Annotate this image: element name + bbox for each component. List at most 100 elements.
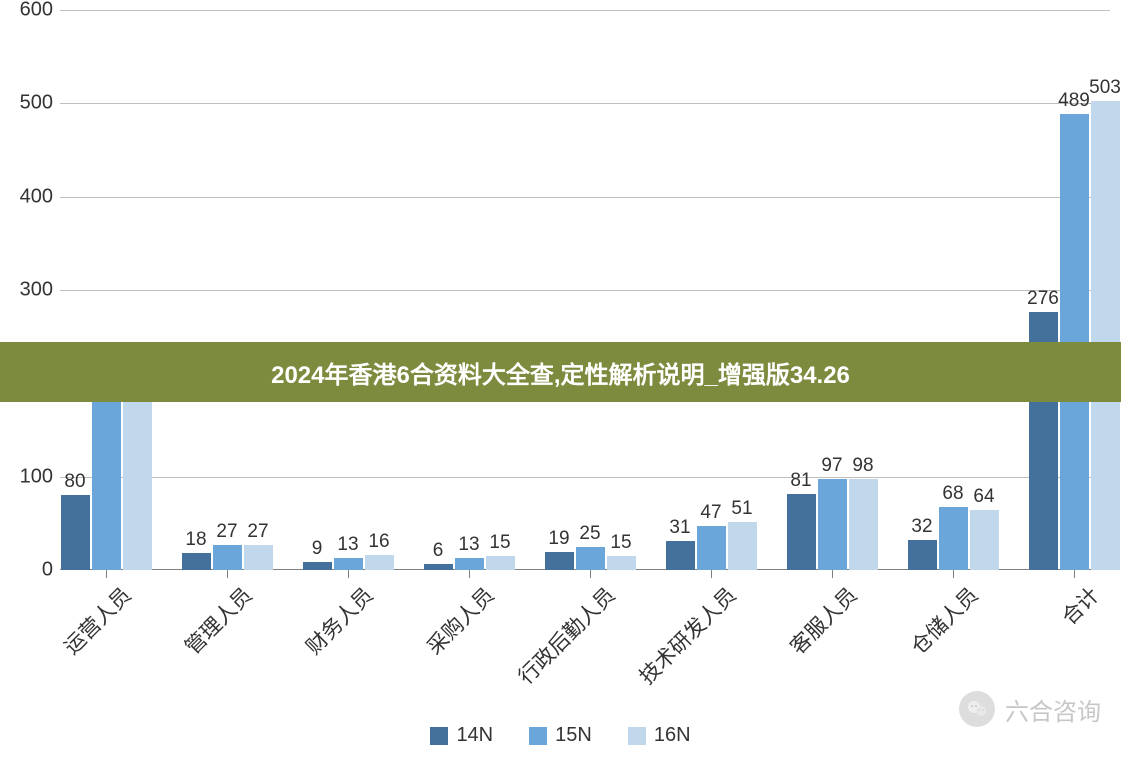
y-tick-label: 100: [20, 465, 53, 488]
legend-label: 15N: [555, 724, 592, 747]
bar: 64: [970, 510, 999, 570]
bar-value-label: 6: [433, 540, 444, 562]
x-tick-label: 采购人员: [366, 580, 500, 714]
bar: 68: [939, 507, 968, 570]
bar-value-label: 80: [64, 471, 85, 493]
bar: 47: [697, 526, 726, 570]
x-tick-mark: [832, 570, 833, 578]
bar-group: 61315: [424, 556, 515, 570]
legend: 14N 15N 16N: [0, 724, 1121, 747]
x-tick-label: 运营人员: [3, 580, 137, 714]
bar-value-label: 32: [911, 516, 932, 538]
bar-group: 182727: [182, 545, 273, 570]
x-tick-label: 行政后勤人员: [487, 580, 621, 714]
bar-value-label: 81: [790, 470, 811, 492]
bar-chart: 8019921718272791316613151925153147518197…: [0, 0, 1121, 757]
bar: 97: [818, 479, 847, 570]
bar: 15: [486, 556, 515, 570]
legend-label: 16N: [654, 724, 691, 747]
x-tick-label: 技术研发人员: [608, 580, 742, 714]
wechat-icon: [959, 691, 995, 727]
bar: 13: [334, 558, 363, 570]
bar-value-label: 51: [731, 498, 752, 520]
bar: 13: [455, 558, 484, 570]
bar-value-label: 27: [247, 521, 268, 543]
bar-value-label: 68: [942, 483, 963, 505]
y-tick-label: 400: [20, 185, 53, 208]
bar: 27: [244, 545, 273, 570]
y-tick-label: 300: [20, 279, 53, 302]
bar: 18: [182, 553, 211, 570]
legend-label: 14N: [456, 724, 493, 747]
watermark: 六合咨询: [959, 691, 1101, 727]
bar: 80: [61, 495, 90, 570]
bar-group: 276489503: [1029, 101, 1120, 570]
bar-value-label: 9: [312, 538, 323, 560]
bar: 25: [576, 547, 605, 570]
x-tick-mark: [590, 570, 591, 578]
x-tick-mark: [469, 570, 470, 578]
legend-item: 14N: [430, 724, 493, 747]
bar: 81: [787, 494, 816, 570]
bar-value-label: 13: [337, 534, 358, 556]
bar-value-label: 503: [1089, 77, 1121, 99]
bar: 98: [849, 479, 878, 570]
legend-swatch: [628, 727, 646, 745]
legend-swatch: [529, 727, 547, 745]
bar: 51: [728, 522, 757, 570]
plot-area: 8019921718272791316613151925153147518197…: [60, 10, 1110, 570]
bar-value-label: 98: [852, 455, 873, 477]
bar: 32: [908, 540, 937, 570]
bar-value-label: 15: [489, 532, 510, 554]
x-tick-mark: [106, 570, 107, 578]
gridline: [60, 197, 1110, 198]
x-tick-mark: [348, 570, 349, 578]
overlay-banner: 2024年香港6合资料大全查,定性解析说明_增强版34.26: [0, 342, 1121, 402]
bar: 6: [424, 564, 453, 570]
y-tick-label: 500: [20, 92, 53, 115]
bar: 19: [545, 552, 574, 570]
bar-group: 314751: [666, 522, 757, 570]
bar-value-label: 276: [1027, 288, 1059, 310]
x-tick-mark: [1074, 570, 1075, 578]
bar-value-label: 13: [458, 534, 479, 556]
bar-group: 326864: [908, 507, 999, 570]
bar-group: 192515: [545, 547, 636, 570]
bar-group: 91316: [303, 555, 394, 570]
bar-value-label: 19: [548, 528, 569, 550]
x-tick-mark: [711, 570, 712, 578]
x-tick-label: 管理人员: [124, 580, 258, 714]
bar: 503: [1091, 101, 1120, 570]
bar-value-label: 27: [216, 521, 237, 543]
bar: 9: [303, 562, 332, 570]
x-tick-label: 客服人员: [729, 580, 863, 714]
bar: 31: [666, 541, 695, 570]
legend-swatch: [430, 727, 448, 745]
x-tick-mark: [953, 570, 954, 578]
bar-value-label: 16: [368, 531, 389, 553]
bar: 199: [92, 384, 121, 570]
bar-value-label: 489: [1058, 90, 1090, 112]
gridline: [60, 103, 1110, 104]
bar-value-label: 31: [669, 517, 690, 539]
gridline: [60, 290, 1110, 291]
bar-value-label: 25: [579, 523, 600, 545]
bar-value-label: 15: [610, 532, 631, 554]
legend-item: 16N: [628, 724, 691, 747]
x-tick-label: 财务人员: [245, 580, 379, 714]
legend-item: 15N: [529, 724, 592, 747]
overlay-banner-text: 2024年香港6合资料大全查,定性解析说明_增强版34.26: [271, 355, 850, 390]
x-tick-mark: [227, 570, 228, 578]
bar-value-label: 47: [700, 502, 721, 524]
bar-group: 819798: [787, 479, 878, 570]
bar-value-label: 97: [821, 455, 842, 477]
bar: 15: [607, 556, 636, 570]
y-tick-label: 0: [42, 559, 53, 582]
gridline: [60, 477, 1110, 478]
bar: 16: [365, 555, 394, 570]
bar-value-label: 64: [973, 486, 994, 508]
gridline: [60, 10, 1110, 11]
bar-value-label: 18: [185, 529, 206, 551]
y-tick-label: 600: [20, 0, 53, 22]
bar: 27: [213, 545, 242, 570]
